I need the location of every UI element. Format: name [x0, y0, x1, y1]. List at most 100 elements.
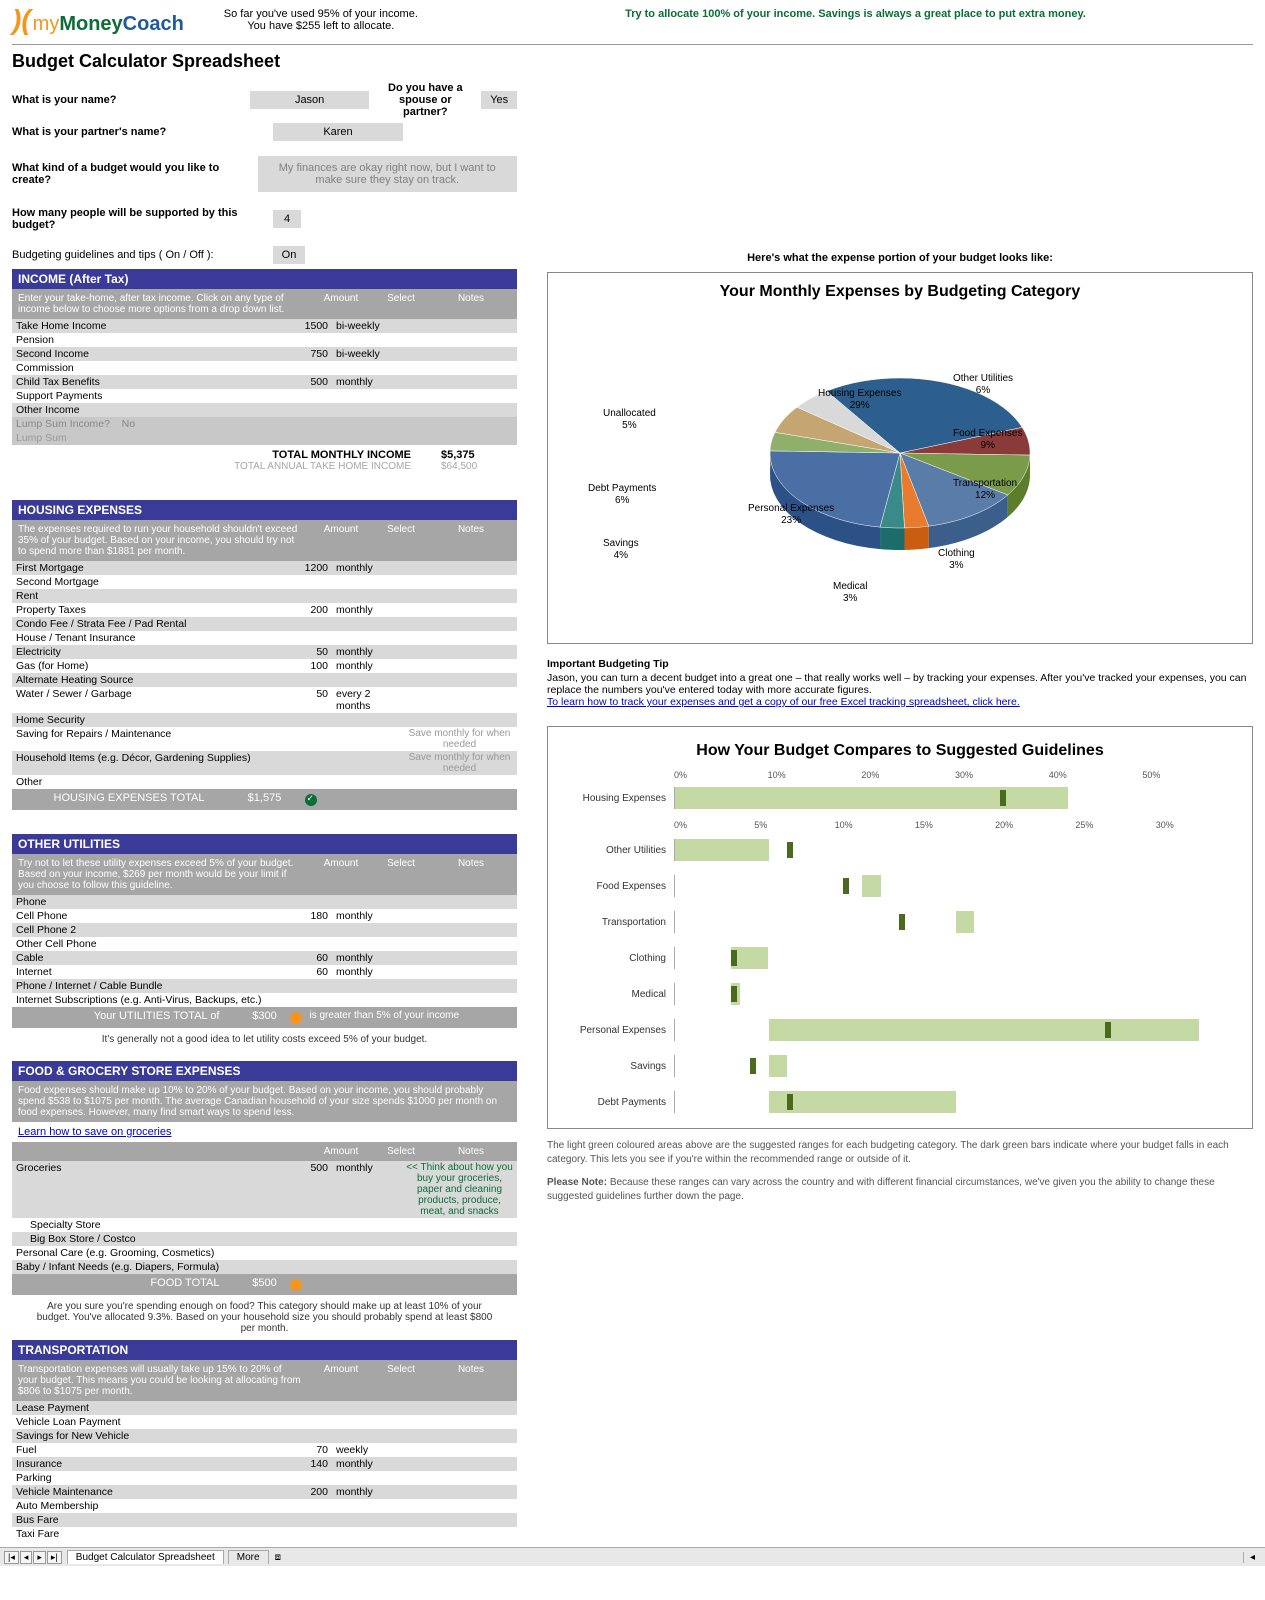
- row-select[interactable]: monthly: [332, 951, 402, 965]
- row-label[interactable]: Other Income: [12, 403, 272, 417]
- row-select[interactable]: [332, 751, 402, 775]
- row-amount[interactable]: [272, 775, 332, 789]
- row-label[interactable]: Internet: [12, 965, 272, 979]
- row-select[interactable]: [332, 1232, 402, 1246]
- row-select[interactable]: bi-weekly: [332, 347, 402, 361]
- row-label[interactable]: Gas (for Home): [12, 659, 272, 673]
- row-label[interactable]: Fuel: [12, 1443, 272, 1457]
- row-select[interactable]: [332, 1218, 402, 1232]
- row-select[interactable]: monthly: [332, 1485, 402, 1499]
- row-label[interactable]: Commission: [12, 361, 272, 375]
- row-label[interactable]: Savings for New Vehicle: [12, 1429, 272, 1443]
- row-select[interactable]: [332, 1471, 402, 1485]
- tracking-spreadsheet-link[interactable]: To learn how to track your expenses and …: [547, 696, 1020, 708]
- row-amount[interactable]: 750: [272, 347, 332, 361]
- row-select[interactable]: monthly: [332, 375, 402, 389]
- row-amount[interactable]: 180: [272, 909, 332, 923]
- spouse-input[interactable]: Yes: [481, 91, 517, 109]
- row-label[interactable]: Groceries: [12, 1161, 272, 1218]
- nav-first-button[interactable]: |◂: [4, 1551, 19, 1564]
- food-savings-link[interactable]: Learn how to save on groceries: [18, 1126, 171, 1138]
- row-select[interactable]: weekly: [332, 1443, 402, 1457]
- row-label[interactable]: Specialty Store: [12, 1218, 272, 1232]
- row-label[interactable]: Cable: [12, 951, 272, 965]
- row-amount[interactable]: [272, 751, 332, 775]
- row-select[interactable]: every 2 months: [332, 687, 402, 713]
- row-label[interactable]: Taxi Fare: [12, 1527, 272, 1541]
- row-label[interactable]: Other Cell Phone: [12, 937, 272, 951]
- row-select[interactable]: [332, 1415, 402, 1429]
- row-select[interactable]: [332, 937, 402, 951]
- row-select[interactable]: [332, 1260, 402, 1274]
- name-input[interactable]: Jason: [250, 91, 369, 109]
- row-label[interactable]: Condo Fee / Strata Fee / Pad Rental: [12, 617, 272, 631]
- row-label[interactable]: First Mortgage: [12, 561, 272, 575]
- nav-next-button[interactable]: ▸: [33, 1551, 46, 1564]
- row-amount[interactable]: 500: [272, 1161, 332, 1218]
- row-amount[interactable]: [272, 1415, 332, 1429]
- row-select[interactable]: [332, 1401, 402, 1415]
- row-amount[interactable]: [272, 923, 332, 937]
- row-select[interactable]: [332, 775, 402, 789]
- row-label[interactable]: Household Items (e.g. Décor, Gardening S…: [12, 751, 272, 775]
- row-amount[interactable]: [272, 727, 332, 751]
- row-amount[interactable]: [272, 1218, 332, 1232]
- row-label[interactable]: Other: [12, 775, 272, 789]
- row-select[interactable]: [332, 361, 402, 375]
- row-select[interactable]: monthly: [332, 659, 402, 673]
- row-label[interactable]: Cell Phone: [12, 909, 272, 923]
- row-label[interactable]: Auto Membership: [12, 1499, 272, 1513]
- row-label[interactable]: Home Security: [12, 713, 272, 727]
- row-select[interactable]: [332, 575, 402, 589]
- row-amount[interactable]: [272, 617, 332, 631]
- row-label[interactable]: Child Tax Benefits: [12, 375, 272, 389]
- row-amount[interactable]: 200: [272, 1485, 332, 1499]
- sheet-tab-budget[interactable]: Budget Calculator Spreadsheet: [67, 1550, 224, 1564]
- row-amount[interactable]: [272, 575, 332, 589]
- row-amount[interactable]: [272, 993, 332, 1007]
- row-amount[interactable]: 50: [272, 687, 332, 713]
- row-select[interactable]: bi-weekly: [332, 319, 402, 333]
- row-amount[interactable]: [272, 1471, 332, 1485]
- row-amount[interactable]: [272, 1401, 332, 1415]
- row-label[interactable]: Internet Subscriptions (e.g. Anti-Virus,…: [12, 993, 272, 1007]
- row-label[interactable]: Baby / Infant Needs (e.g. Diapers, Formu…: [12, 1260, 272, 1274]
- row-select[interactable]: monthly: [332, 1457, 402, 1471]
- row-label[interactable]: Big Box Store / Costco: [12, 1232, 272, 1246]
- row-label[interactable]: Parking: [12, 1471, 272, 1485]
- people-input[interactable]: 4: [273, 210, 301, 228]
- row-amount[interactable]: 500: [272, 375, 332, 389]
- row-amount[interactable]: [272, 589, 332, 603]
- row-select[interactable]: monthly: [332, 603, 402, 617]
- row-select[interactable]: [332, 1527, 402, 1541]
- row-amount[interactable]: [272, 979, 332, 993]
- row-label[interactable]: Support Payments: [12, 389, 272, 403]
- row-select[interactable]: monthly: [332, 965, 402, 979]
- row-label[interactable]: Insurance: [12, 1457, 272, 1471]
- row-label[interactable]: Lease Payment: [12, 1401, 272, 1415]
- row-amount[interactable]: [272, 1246, 332, 1260]
- guidelines-toggle[interactable]: On: [273, 246, 305, 264]
- row-amount[interactable]: [272, 1260, 332, 1274]
- row-label[interactable]: Second Mortgage: [12, 575, 272, 589]
- row-label[interactable]: Alternate Heating Source: [12, 673, 272, 687]
- row-amount[interactable]: [272, 631, 332, 645]
- row-select[interactable]: [332, 895, 402, 909]
- row-select[interactable]: [332, 923, 402, 937]
- row-label[interactable]: Vehicle Loan Payment: [12, 1415, 272, 1429]
- row-label[interactable]: House / Tenant Insurance: [12, 631, 272, 645]
- row-label[interactable]: Water / Sewer / Garbage: [12, 687, 272, 713]
- row-select[interactable]: [332, 389, 402, 403]
- row-select[interactable]: monthly: [332, 645, 402, 659]
- row-select[interactable]: [332, 333, 402, 347]
- row-label[interactable]: Property Taxes: [12, 603, 272, 617]
- row-label[interactable]: Saving for Repairs / Maintenance: [12, 727, 272, 751]
- row-select[interactable]: [332, 727, 402, 751]
- row-select[interactable]: monthly: [332, 561, 402, 575]
- row-label[interactable]: Electricity: [12, 645, 272, 659]
- row-select[interactable]: [332, 993, 402, 1007]
- row-select[interactable]: [332, 617, 402, 631]
- row-label[interactable]: Vehicle Maintenance: [12, 1485, 272, 1499]
- row-select[interactable]: monthly: [332, 909, 402, 923]
- row-label[interactable]: Phone / Internet / Cable Bundle: [12, 979, 272, 993]
